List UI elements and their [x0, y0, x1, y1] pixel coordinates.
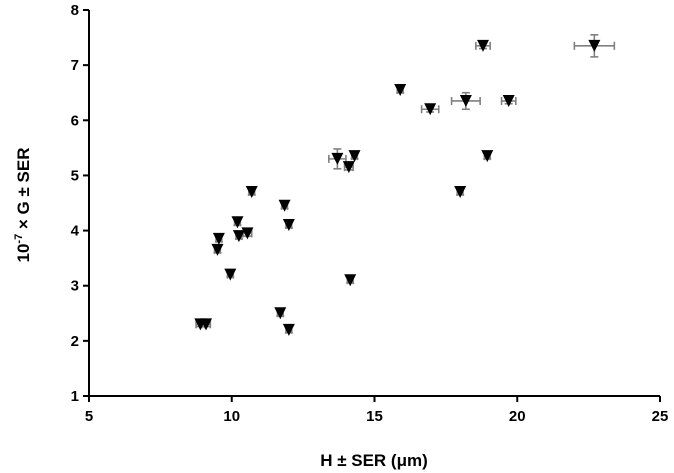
- y-tick-label: 6: [71, 112, 79, 129]
- y-tick-label: 2: [71, 333, 79, 350]
- data-point-marker: [278, 199, 291, 212]
- x-tick-label: 15: [366, 408, 383, 425]
- data-point-marker: [224, 268, 237, 281]
- y-axis-title-base: 10: [14, 244, 33, 263]
- data-point-marker: [588, 39, 601, 52]
- data-point-marker: [459, 94, 472, 107]
- data-point-marker: [241, 227, 254, 240]
- data-point-marker: [212, 232, 225, 245]
- data-point-marker: [394, 83, 407, 96]
- y-tick-label: 8: [71, 2, 79, 19]
- x-tick-label: 25: [652, 408, 669, 425]
- data-point-marker: [232, 230, 245, 243]
- data-points-layer: [194, 39, 601, 336]
- y-axis-title: 10-7 × G ± SER: [13, 147, 33, 262]
- data-point-marker: [476, 39, 489, 52]
- data-point-marker: [502, 94, 515, 107]
- y-tick-label: 1: [71, 388, 79, 405]
- data-point-marker: [342, 161, 355, 174]
- data-point-marker: [481, 150, 494, 163]
- data-point-marker: [454, 185, 467, 198]
- x-tick-label: 20: [509, 408, 526, 425]
- y-tick-label: 4: [71, 223, 80, 240]
- x-tick-label: 10: [223, 408, 240, 425]
- y-tick-label: 7: [71, 57, 79, 74]
- x-tick-label: 5: [85, 408, 93, 425]
- data-point-marker: [282, 323, 295, 336]
- data-point-marker: [424, 103, 437, 116]
- data-point-marker: [274, 307, 287, 320]
- data-point-marker: [211, 243, 224, 256]
- y-tick-label: 5: [71, 167, 79, 184]
- x-ticks-layer: 5 10 15 20 25: [85, 396, 669, 425]
- data-point-marker: [231, 216, 244, 229]
- y-axis-title-exponent: -7: [13, 234, 25, 244]
- data-point-marker: [245, 185, 258, 198]
- data-point-marker: [282, 219, 295, 232]
- x-axis-title: H ± SER (μm): [320, 451, 428, 470]
- axes-layer: [88, 10, 660, 397]
- data-point-marker: [344, 274, 357, 287]
- y-tick-label: 3: [71, 278, 79, 295]
- error-bars-layer: [195, 34, 616, 334]
- y-ticks-layer: 1 2 3 4 5 6 7 8: [71, 2, 89, 405]
- data-point-marker: [348, 150, 361, 163]
- data-point-marker: [200, 318, 213, 331]
- data-point-marker: [331, 152, 344, 165]
- y-axis-title-rest: × G ± SER: [14, 147, 33, 233]
